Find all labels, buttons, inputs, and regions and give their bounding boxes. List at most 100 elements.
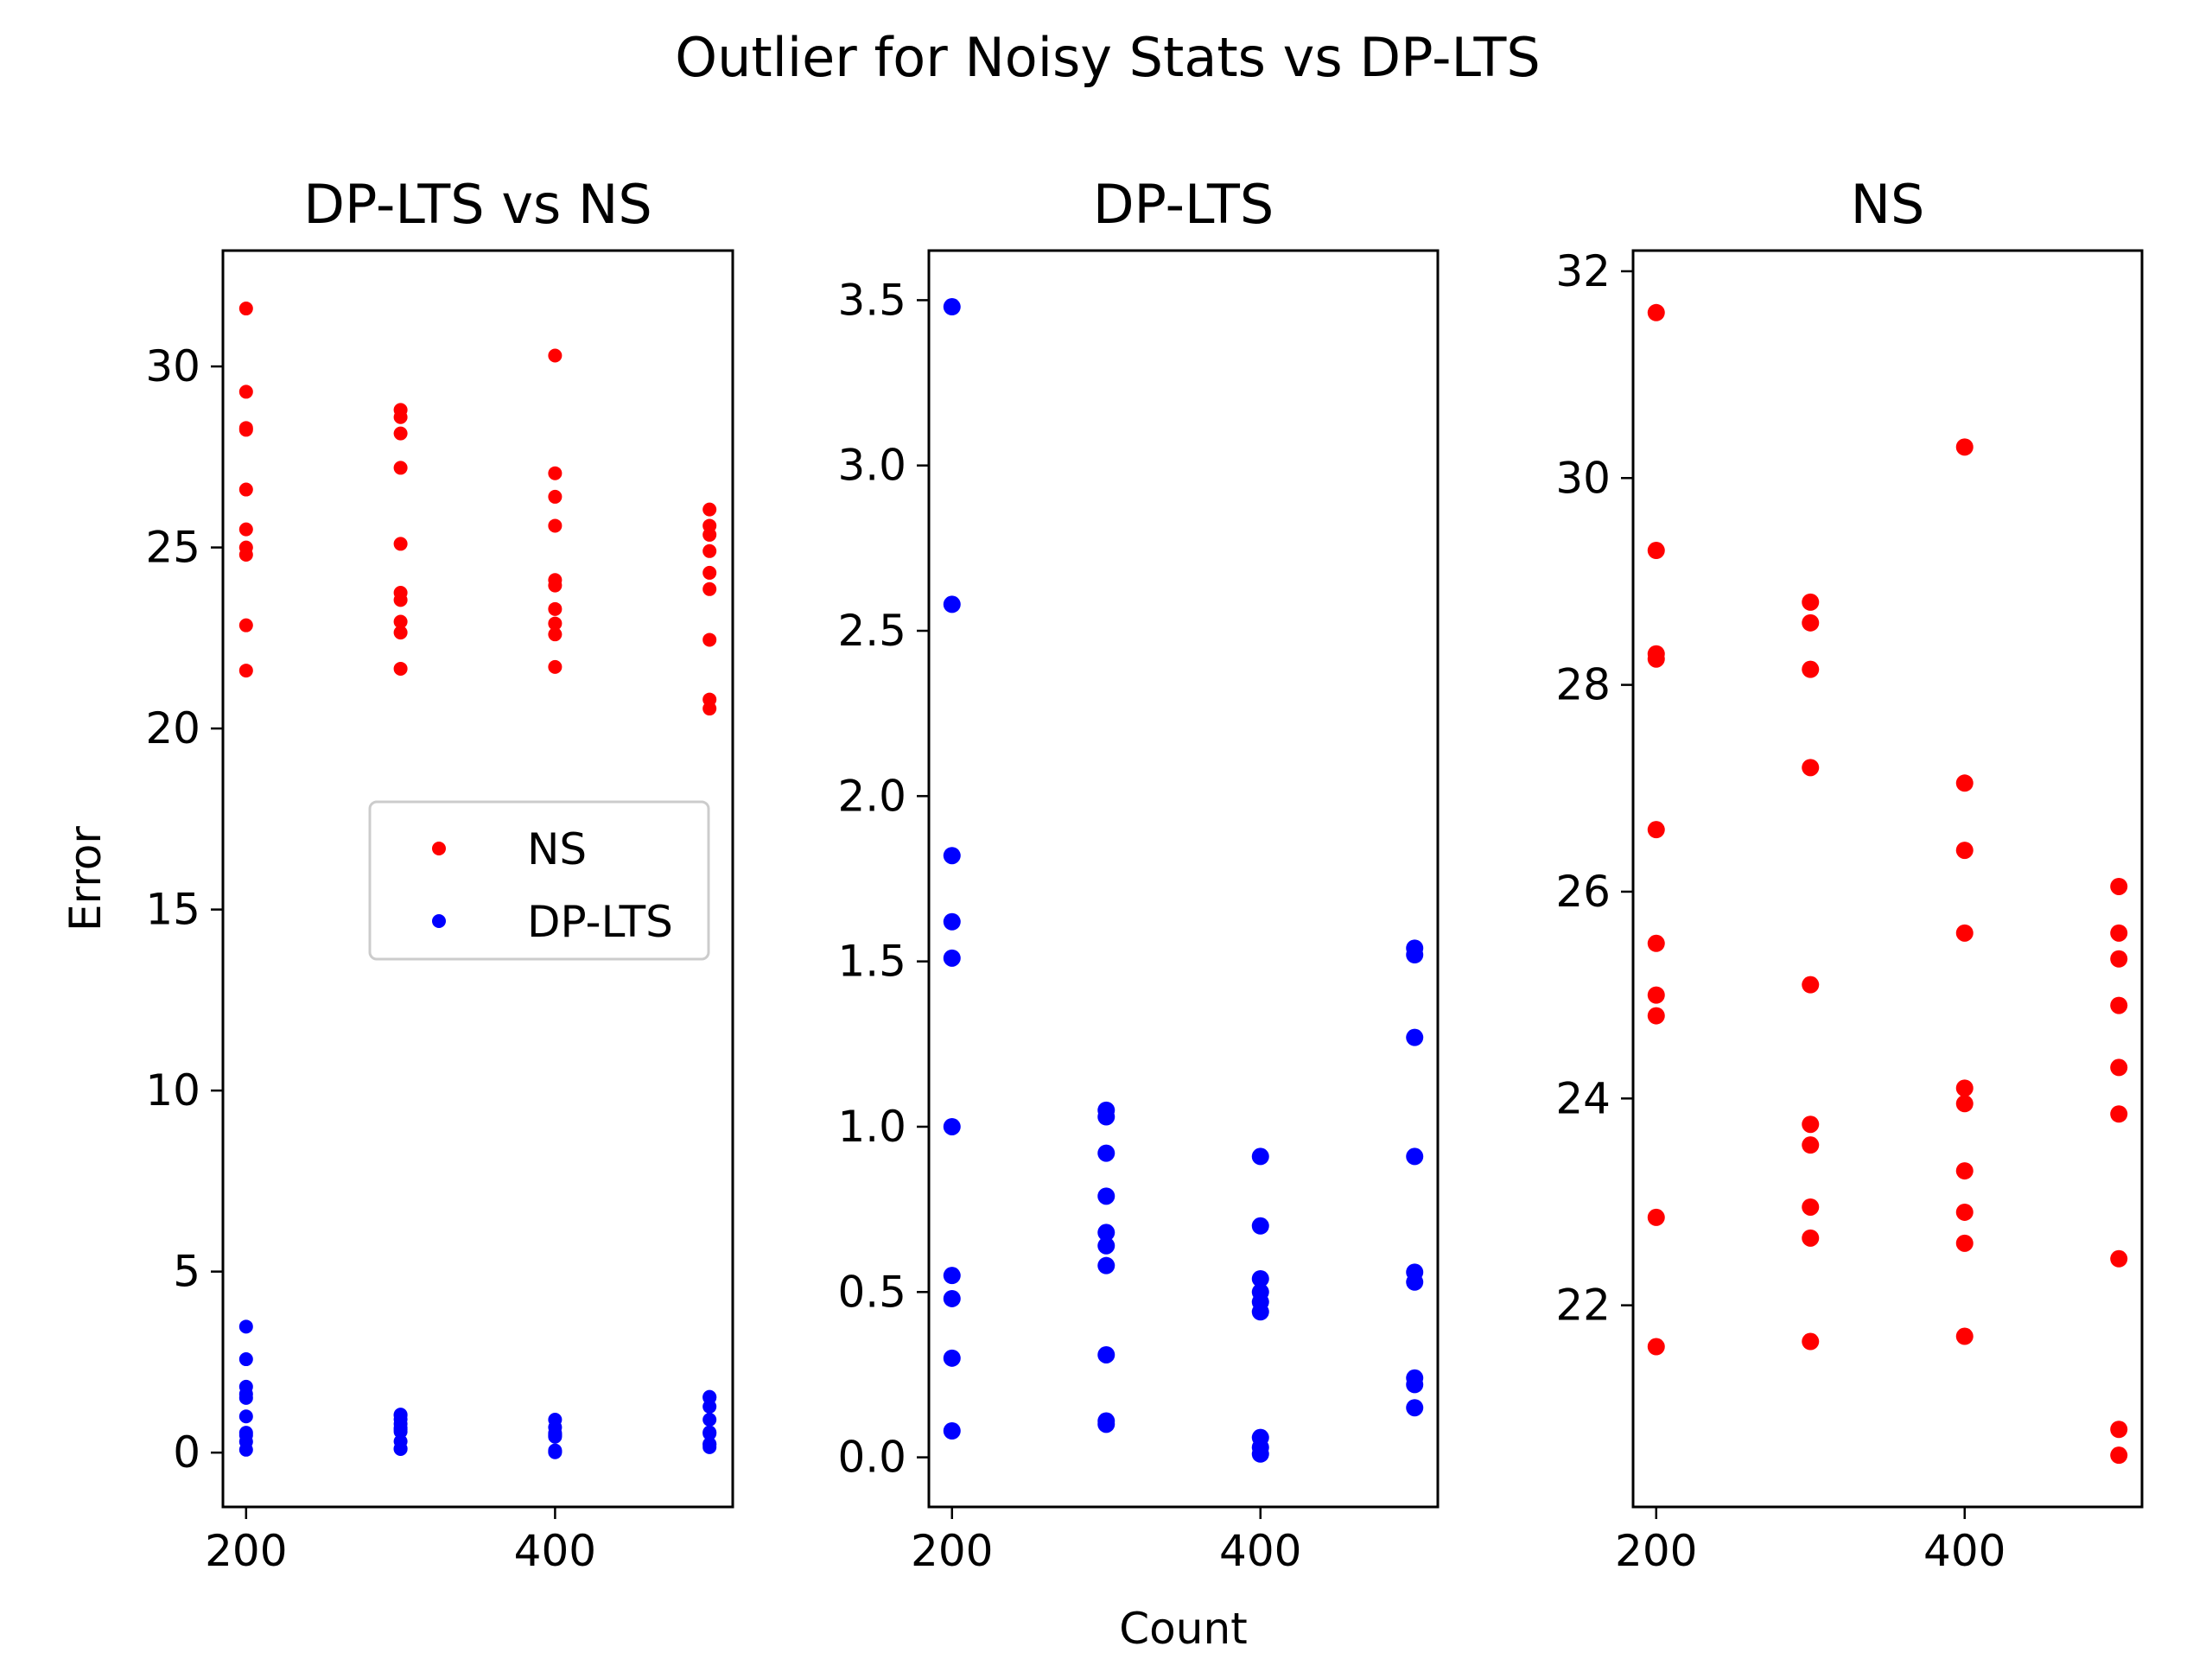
data-point-ns-3 xyxy=(238,423,253,437)
y-tick-label: 28 xyxy=(1555,660,1611,710)
data-point-ns-8 xyxy=(238,618,253,632)
x-tick-label: 200 xyxy=(911,1526,993,1576)
x-tick-label: 200 xyxy=(205,1526,287,1576)
x-tick-label: 400 xyxy=(514,1526,596,1576)
data-point-dp-lts-9 xyxy=(238,1442,253,1457)
y-tick-label: 0 xyxy=(173,1427,200,1478)
legend-label-ns: NS xyxy=(527,824,587,874)
data-point-dp-lts-34 xyxy=(702,1426,717,1440)
data-point-dp-lts-0 xyxy=(943,298,961,316)
data-point-ns-36 xyxy=(2110,1249,2128,1268)
data-point-ns-22 xyxy=(1955,842,1974,860)
data-point-dp-lts-30 xyxy=(1406,946,1424,964)
data-point-ns-21 xyxy=(1955,774,1974,792)
data-point-ns-33 xyxy=(2110,996,2128,1014)
data-point-ns-11 xyxy=(1802,613,1820,632)
y-tick-label: 26 xyxy=(1555,867,1611,917)
data-point-dp-lts-13 xyxy=(1097,1187,1116,1205)
series-dp-lts xyxy=(943,298,1424,1463)
data-point-ns-9 xyxy=(238,664,253,678)
data-point-dp-lts-12 xyxy=(1097,1144,1116,1162)
data-point-ns-30 xyxy=(702,502,717,517)
y-tick-label: 3.0 xyxy=(837,441,906,491)
data-point-dp-lts-19 xyxy=(393,1441,408,1456)
data-point-ns-13 xyxy=(393,461,408,475)
legend: NS DP-LTS xyxy=(368,800,710,961)
axes-frame xyxy=(1631,249,2144,1509)
data-point-dp-lts-19 xyxy=(1097,1415,1116,1433)
y-tick-label: 2.5 xyxy=(837,606,906,656)
data-point-dp-lts-25 xyxy=(1251,1303,1269,1321)
data-point-ns-23 xyxy=(1955,924,1974,942)
legend-frame xyxy=(368,800,710,961)
data-point-ns-32 xyxy=(2110,950,2128,968)
data-point-ns-27 xyxy=(1955,1203,1974,1221)
data-point-ns-20 xyxy=(1955,438,1974,456)
y-tick-label: 0.5 xyxy=(837,1267,906,1317)
data-point-ns-22 xyxy=(548,489,563,504)
x-tick-label: 200 xyxy=(1615,1526,1697,1576)
y-tick-label: 30 xyxy=(145,341,200,391)
data-point-ns-34 xyxy=(702,565,717,580)
data-point-dp-lts-17 xyxy=(1097,1345,1116,1363)
data-point-ns-4 xyxy=(1647,821,1665,839)
data-point-ns-18 xyxy=(393,626,408,640)
data-point-ns-35 xyxy=(702,582,717,596)
data-point-ns-26 xyxy=(1955,1162,1974,1180)
data-point-ns-26 xyxy=(548,601,563,616)
data-point-ns-12 xyxy=(1802,660,1820,678)
figure-suptitle: Outlier for Noisy Stats vs DP-LTS xyxy=(675,26,1540,89)
data-point-ns-10 xyxy=(1802,593,1820,611)
data-point-ns-7 xyxy=(238,547,253,562)
data-point-ns-13 xyxy=(1802,759,1820,777)
data-point-dp-lts-32 xyxy=(1406,1147,1424,1166)
y-tick-label: 20 xyxy=(145,703,200,753)
data-point-ns-9 xyxy=(1647,1338,1665,1356)
y-tick-label: 10 xyxy=(145,1065,200,1116)
data-point-ns-14 xyxy=(393,537,408,551)
data-point-ns-29 xyxy=(548,659,563,674)
data-point-dp-lts-5 xyxy=(943,1117,961,1135)
data-point-ns-34 xyxy=(2110,1058,2128,1077)
data-point-dp-lts-8 xyxy=(943,1349,961,1367)
data-point-ns-1 xyxy=(238,385,253,399)
y-tick-label: 2.0 xyxy=(837,771,906,821)
y-tick-label: 24 xyxy=(1555,1073,1611,1123)
data-point-ns-30 xyxy=(2110,877,2128,895)
data-point-ns-4 xyxy=(238,482,253,497)
data-point-dp-lts-6 xyxy=(943,1267,961,1285)
data-point-dp-lts-37 xyxy=(1406,1399,1424,1417)
axes-frame xyxy=(927,249,1440,1509)
series-dp-lts xyxy=(238,1319,717,1459)
data-point-ns-15 xyxy=(1802,1116,1820,1134)
data-point-ns-16 xyxy=(393,593,408,607)
data-point-ns-17 xyxy=(1802,1198,1820,1216)
data-point-ns-27 xyxy=(548,616,563,631)
data-point-ns-29 xyxy=(1955,1327,1974,1345)
subplot-ns: NS 200 400 22 24 26 28 30 32 xyxy=(1555,173,2144,1576)
data-point-ns-38 xyxy=(702,702,717,716)
data-point-dp-lts-11 xyxy=(1097,1108,1116,1126)
data-point-dp-lts-31 xyxy=(702,1399,717,1414)
y-tick-label: 32 xyxy=(1555,246,1611,296)
data-point-dp-lts-32 xyxy=(702,1413,717,1427)
data-point-ns-35 xyxy=(2110,1105,2128,1123)
data-point-ns-19 xyxy=(393,661,408,676)
data-point-ns-25 xyxy=(1955,1095,1974,1113)
data-point-dp-lts-28 xyxy=(548,1445,563,1459)
axes-frame xyxy=(221,249,734,1509)
data-point-ns-25 xyxy=(548,578,563,593)
data-point-dp-lts-3 xyxy=(943,912,961,931)
subplot-title: DP-LTS vs NS xyxy=(303,173,652,236)
data-point-ns-18 xyxy=(1802,1229,1820,1247)
data-point-dp-lts-16 xyxy=(1097,1256,1116,1274)
data-point-dp-lts-21 xyxy=(1251,1217,1269,1235)
data-point-ns-19 xyxy=(1802,1332,1820,1351)
y-tick-label: 5 xyxy=(173,1247,200,1297)
data-point-dp-lts-20 xyxy=(1251,1147,1269,1166)
data-point-ns-33 xyxy=(702,543,717,558)
data-point-ns-0 xyxy=(238,302,253,316)
data-point-ns-28 xyxy=(548,627,563,642)
data-point-dp-lts-4 xyxy=(943,949,961,967)
data-point-ns-12 xyxy=(393,426,408,441)
